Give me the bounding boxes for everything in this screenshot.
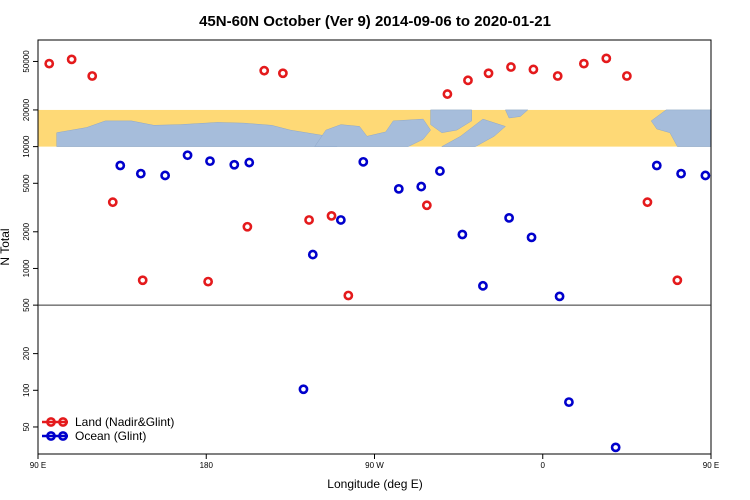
ocean-point xyxy=(651,160,662,171)
land-point xyxy=(421,200,432,211)
land-point xyxy=(66,54,77,65)
ocean-point xyxy=(298,384,309,395)
ocean-point xyxy=(160,170,171,181)
land-point xyxy=(442,89,453,99)
x-tick-label: 90 E xyxy=(703,461,719,470)
ocean-point xyxy=(182,150,193,161)
x-tick-label: 0 xyxy=(541,461,546,470)
x-tick-label: 90 W xyxy=(365,461,384,470)
land-point xyxy=(343,290,354,301)
legend-marker xyxy=(58,417,68,427)
y-tick-label: 1000 xyxy=(22,259,31,277)
x-tick-label: 90 E xyxy=(30,461,46,470)
ocean-point xyxy=(416,181,427,192)
land-point xyxy=(642,197,653,208)
y-tick-label: 50 xyxy=(22,422,31,431)
x-axis-label: Longitude (deg E) xyxy=(327,477,422,491)
x-axis: 90 E 180 90 W 0 90 E xyxy=(30,454,719,470)
ocean-point xyxy=(554,291,565,302)
ocean-point xyxy=(229,159,240,170)
ocean-point xyxy=(358,156,369,167)
ocean-point xyxy=(205,156,215,167)
y-tick-label: 500 xyxy=(22,298,31,312)
ocean-point xyxy=(335,215,346,225)
y-tick-label: 50000 xyxy=(22,50,31,73)
land-point xyxy=(259,65,270,76)
ocean-point xyxy=(564,397,574,408)
y-tick-label: 100 xyxy=(22,383,31,397)
chart-title: 45N-60N October (Ver 9) 2014-09-06 to 20… xyxy=(199,13,551,30)
data-points xyxy=(44,53,711,453)
ocean-point xyxy=(504,212,514,223)
legend-marker xyxy=(46,431,56,441)
y-tick-label: 200 xyxy=(22,346,31,360)
land-point xyxy=(277,68,288,79)
ocean-point xyxy=(393,183,404,194)
land-point xyxy=(203,276,214,287)
land-point xyxy=(137,275,148,286)
map-ocean-region xyxy=(314,118,431,147)
ocean-point xyxy=(526,232,537,243)
land-point xyxy=(552,71,563,81)
land-point xyxy=(44,58,55,69)
map-ocean-region xyxy=(505,109,529,119)
ocean-point xyxy=(478,280,488,291)
land-point xyxy=(601,53,612,64)
y-axis: 50 100 200 500 1000 2000 5000 10000 20000 50000 xyxy=(22,50,38,431)
land-point xyxy=(578,58,589,69)
legend-marker xyxy=(58,431,68,441)
legend-label: Ocean (Glint) xyxy=(75,429,146,443)
legend: Land (Nadir&Glint)Ocean (Glint) xyxy=(42,415,174,443)
map-ocean-region xyxy=(430,109,472,133)
land-point xyxy=(506,62,516,72)
ocean-point xyxy=(135,168,146,179)
x-tick-label: 180 xyxy=(200,461,214,470)
y-tick-label: 5000 xyxy=(22,174,31,192)
land-point xyxy=(621,71,632,81)
land-point xyxy=(242,221,253,232)
ocean-point xyxy=(307,249,318,260)
ocean-point xyxy=(700,170,711,181)
map-ocean-region xyxy=(441,118,506,147)
ocean-point xyxy=(676,168,686,179)
land-point xyxy=(107,197,118,208)
ocean-point xyxy=(610,442,621,453)
land-point xyxy=(87,71,98,81)
map-band xyxy=(38,109,712,147)
y-axis-label: N Total xyxy=(0,228,12,265)
map-ocean-region xyxy=(650,109,712,147)
legend-marker xyxy=(46,417,56,427)
land-point xyxy=(463,75,473,86)
y-tick-label: 10000 xyxy=(22,135,31,158)
land-point xyxy=(304,215,314,225)
land-point xyxy=(483,68,494,79)
plot-frame xyxy=(37,39,712,455)
y-tick-label: 20000 xyxy=(22,98,31,121)
legend-label: Land (Nadir&Glint) xyxy=(75,415,174,429)
ocean-point xyxy=(457,229,468,240)
ocean-point xyxy=(435,166,445,176)
ocean-point xyxy=(115,160,126,171)
land-point xyxy=(528,64,539,75)
land-point xyxy=(326,210,337,221)
y-tick-label: 2000 xyxy=(22,222,31,240)
ocean-point xyxy=(244,157,255,168)
land-point xyxy=(672,275,683,286)
